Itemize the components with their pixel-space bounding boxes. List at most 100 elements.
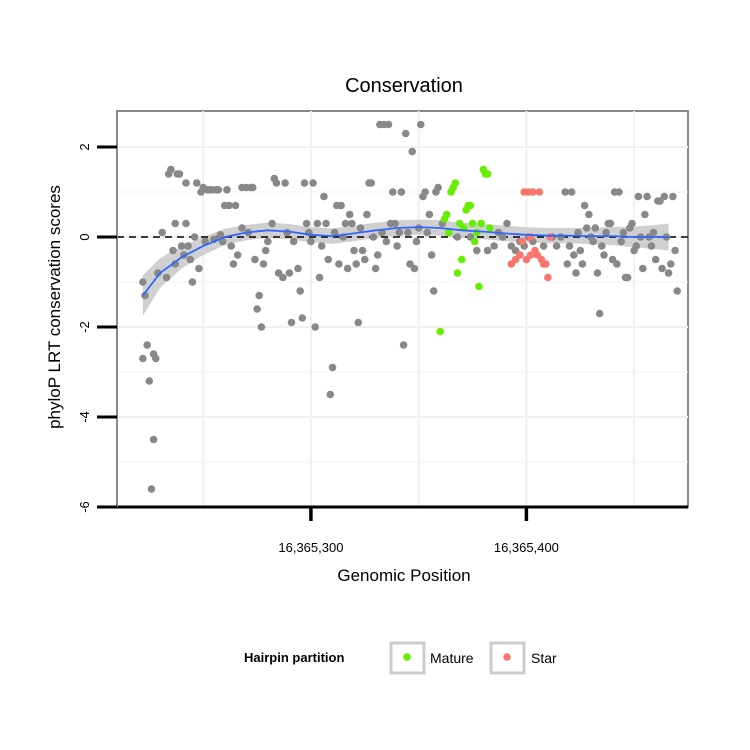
data-point-other [634, 192, 643, 201]
data-point-other [367, 179, 376, 187]
data-point-other [664, 269, 673, 277]
data-point-mature [451, 179, 460, 187]
data-point-other [182, 219, 190, 228]
data-point-other [147, 485, 156, 493]
data-point-other [565, 242, 574, 250]
data-point-other [623, 273, 632, 282]
data-point-other [404, 228, 412, 237]
data-point-other [216, 231, 225, 239]
data-point-other [358, 246, 367, 255]
data-point-other [307, 237, 315, 246]
data-point-other [647, 242, 656, 250]
data-point-other [322, 219, 330, 228]
data-point-other [389, 188, 397, 196]
data-point-mature [436, 327, 445, 336]
data-point-other [503, 219, 511, 228]
data-point-other [412, 237, 421, 246]
data-point-mature [453, 269, 462, 277]
data-points [139, 120, 681, 493]
data-point-star [542, 260, 550, 268]
data-point-other [345, 210, 354, 219]
data-point-other [354, 318, 363, 327]
y-tick-label: -6 [77, 501, 92, 513]
data-point-other [259, 260, 268, 268]
data-point-other [570, 251, 578, 259]
data-point-other [335, 260, 343, 268]
data-point-other [473, 246, 481, 255]
data-point-other [417, 120, 425, 129]
data-point-other [328, 363, 337, 372]
data-point-mature [468, 219, 477, 228]
data-point-other [309, 179, 317, 187]
data-point-other [613, 260, 621, 268]
data-point-other [298, 314, 307, 322]
data-point-other [423, 228, 432, 237]
data-point-other [421, 188, 429, 196]
data-point-other [313, 219, 322, 228]
plot-background [116, 110, 689, 508]
legend-mature-dot [403, 653, 411, 661]
y-tick-label: 2 [77, 143, 92, 150]
data-point-other [281, 179, 289, 187]
data-point-other [602, 228, 610, 237]
data-point-other [578, 260, 587, 268]
data-point-other [175, 170, 184, 178]
data-point-other [574, 228, 582, 237]
y-axis-title: phyloP LRT conservation scores [45, 185, 64, 429]
data-point-other [591, 224, 600, 232]
data-point-other [149, 435, 158, 444]
data-point-other [615, 188, 623, 196]
y-tick-label: -4 [77, 411, 92, 423]
data-point-other [225, 201, 233, 210]
data-point-mature [483, 170, 492, 178]
data-point-other [363, 210, 371, 219]
x-axis-title: Genomic Position [337, 566, 470, 585]
legend-star-dot [503, 653, 511, 661]
data-point-other [195, 264, 203, 273]
data-point-other [552, 242, 561, 250]
data-point-other [408, 147, 417, 156]
data-point-other [582, 224, 591, 232]
confidence-band-layer [142, 219, 669, 316]
data-point-mature [445, 228, 453, 237]
data-point-other [628, 219, 636, 228]
data-point-other [227, 242, 235, 250]
data-point-other [639, 264, 647, 273]
data-point-other [182, 179, 190, 187]
data-point-other [382, 237, 391, 246]
data-point-other [567, 188, 576, 196]
data-point-other [233, 251, 242, 259]
data-point-star [516, 251, 524, 259]
data-point-other [158, 228, 166, 237]
data-point-other [352, 260, 361, 268]
data-point-other [139, 278, 147, 286]
data-point-other [350, 246, 358, 255]
confidence-band [142, 219, 669, 316]
data-point-other [171, 219, 179, 228]
data-point-other [585, 210, 593, 219]
data-point-other [294, 264, 302, 273]
data-point-other [317, 242, 326, 250]
data-point-mature [473, 228, 481, 237]
data-point-other [264, 237, 272, 246]
data-point-other [649, 228, 658, 237]
data-point-other [255, 291, 263, 300]
data-point-other [498, 233, 507, 241]
data-point-other [399, 341, 408, 349]
data-point-other [557, 233, 565, 241]
data-point-mature [475, 282, 483, 291]
x-tick-label: 16,365,400 [494, 540, 559, 555]
data-point-other [192, 179, 201, 187]
data-point-other [395, 228, 404, 237]
data-point-other [223, 186, 231, 194]
data-point-other [251, 255, 259, 264]
smooth-line-layer [142, 226, 669, 297]
data-point-other [397, 188, 406, 196]
data-point-other [268, 219, 276, 228]
y-tick-label: 0 [77, 233, 92, 240]
data-point-mature [470, 237, 479, 246]
axes: 16,365,300 16,365,400 -6 -4 -2 0 2 [77, 111, 688, 555]
data-point-other [671, 246, 679, 255]
data-point-other [434, 183, 442, 192]
